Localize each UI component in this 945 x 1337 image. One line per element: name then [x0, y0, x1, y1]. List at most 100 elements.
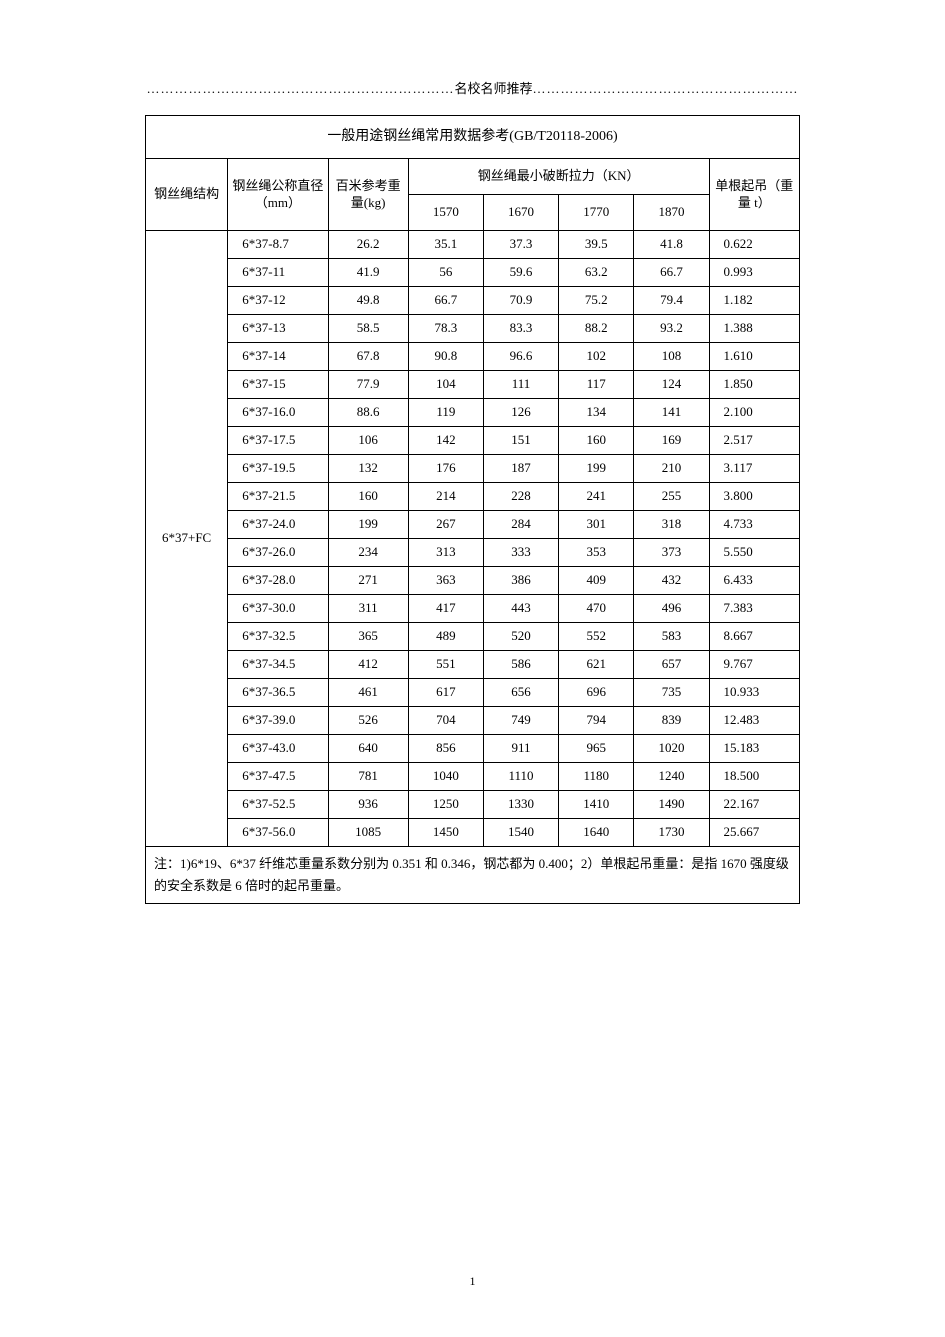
diameter-cell: 6*37-21.5 — [228, 483, 328, 511]
force-1870-cell: 839 — [634, 707, 709, 735]
table-row: 6*37-19.51321761871992103.117 — [146, 455, 800, 483]
force-1570-cell: 35.1 — [408, 231, 483, 259]
force-1570-cell: 78.3 — [408, 315, 483, 343]
table-row: 6*37-24.01992672843013184.733 — [146, 511, 800, 539]
lift-cell: 1.182 — [709, 287, 799, 315]
force-1770-cell: 621 — [559, 651, 634, 679]
col-diameter: 钢丝绳公称直径（mm） — [228, 159, 328, 231]
diameter-cell: 6*37-8.7 — [228, 231, 328, 259]
weight-cell: 936 — [328, 791, 408, 819]
weight-cell: 234 — [328, 539, 408, 567]
table-title: 一般用途钢丝绳常用数据参考(GB/T20118-2006) — [146, 116, 800, 159]
table-row: 6*37-1141.95659.663.266.70.993 — [146, 259, 800, 287]
diameter-cell: 6*37-32.5 — [228, 623, 328, 651]
diameter-cell: 6*37-30.0 — [228, 595, 328, 623]
force-1770-cell: 965 — [559, 735, 634, 763]
weight-cell: 199 — [328, 511, 408, 539]
force-1570-cell: 551 — [408, 651, 483, 679]
force-1870-cell: 373 — [634, 539, 709, 567]
diameter-cell: 6*37-13 — [228, 315, 328, 343]
force-1770-cell: 552 — [559, 623, 634, 651]
force-1570-cell: 214 — [408, 483, 483, 511]
force-1770-cell: 1180 — [559, 763, 634, 791]
force-1670-cell: 83.3 — [483, 315, 558, 343]
weight-cell: 412 — [328, 651, 408, 679]
diameter-cell: 6*37-17.5 — [228, 427, 328, 455]
force-1870-cell: 141 — [634, 399, 709, 427]
force-1870-cell: 255 — [634, 483, 709, 511]
col-weight: 百米参考重量(kg) — [328, 159, 408, 231]
weight-cell: 26.2 — [328, 231, 408, 259]
force-1670-cell: 386 — [483, 567, 558, 595]
force-1670-cell: 1110 — [483, 763, 558, 791]
force-1870-cell: 432 — [634, 567, 709, 595]
table-row: 6*37-43.0640856911965102015.183 — [146, 735, 800, 763]
diameter-cell: 6*37-52.5 — [228, 791, 328, 819]
col-1670: 1670 — [483, 195, 558, 231]
table-row: 6*37-34.54125515866216579.767 — [146, 651, 800, 679]
lift-cell: 5.550 — [709, 539, 799, 567]
force-1770-cell: 301 — [559, 511, 634, 539]
force-1870-cell: 1240 — [634, 763, 709, 791]
weight-cell: 311 — [328, 595, 408, 623]
lift-cell: 2.100 — [709, 399, 799, 427]
force-1670-cell: 151 — [483, 427, 558, 455]
force-1770-cell: 696 — [559, 679, 634, 707]
table-row: 6*37-28.02713633864094326.433 — [146, 567, 800, 595]
force-1670-cell: 70.9 — [483, 287, 558, 315]
force-1870-cell: 210 — [634, 455, 709, 483]
header-dots-right: ………………………………………………… — [533, 81, 799, 96]
force-1670-cell: 749 — [483, 707, 558, 735]
force-1570-cell: 417 — [408, 595, 483, 623]
header-label: 名校名师推荐 — [454, 81, 532, 96]
table-note: 注：1)6*19、6*37 纤维芯重量系数分别为 0.351 和 0.346，钢… — [146, 847, 800, 904]
lift-cell: 2.517 — [709, 427, 799, 455]
force-1870-cell: 318 — [634, 511, 709, 539]
force-1570-cell: 856 — [408, 735, 483, 763]
table-row: 6*37-1577.91041111171241.850 — [146, 371, 800, 399]
force-1870-cell: 124 — [634, 371, 709, 399]
force-1570-cell: 66.7 — [408, 287, 483, 315]
force-1770-cell: 199 — [559, 455, 634, 483]
force-1570-cell: 142 — [408, 427, 483, 455]
lift-cell: 15.183 — [709, 735, 799, 763]
force-1870-cell: 41.8 — [634, 231, 709, 259]
force-1770-cell: 39.5 — [559, 231, 634, 259]
table-row: 6*37-1467.890.896.61021081.610 — [146, 343, 800, 371]
lift-cell: 18.500 — [709, 763, 799, 791]
force-1870-cell: 66.7 — [634, 259, 709, 287]
lift-cell: 10.933 — [709, 679, 799, 707]
weight-cell: 1085 — [328, 819, 408, 847]
lift-cell: 8.667 — [709, 623, 799, 651]
lift-cell: 1.850 — [709, 371, 799, 399]
table-row: 6*37-47.5781104011101180124018.500 — [146, 763, 800, 791]
table-row: 6*37-52.5936125013301410149022.167 — [146, 791, 800, 819]
weight-cell: 67.8 — [328, 343, 408, 371]
force-1770-cell: 134 — [559, 399, 634, 427]
force-1770-cell: 241 — [559, 483, 634, 511]
table-row: 6*37-1358.578.383.388.293.21.388 — [146, 315, 800, 343]
table-row: 6*37+FC6*37-8.726.235.137.339.541.80.622 — [146, 231, 800, 259]
force-1870-cell: 79.4 — [634, 287, 709, 315]
page-header: …………………………………………………………名校名师推荐………………………………… — [0, 78, 945, 97]
force-1570-cell: 104 — [408, 371, 483, 399]
diameter-cell: 6*37-36.5 — [228, 679, 328, 707]
force-1570-cell: 1450 — [408, 819, 483, 847]
lift-cell: 3.800 — [709, 483, 799, 511]
table-container: 一般用途钢丝绳常用数据参考(GB/T20118-2006) 钢丝绳结构 钢丝绳公… — [145, 115, 800, 904]
diameter-cell: 6*37-28.0 — [228, 567, 328, 595]
force-1870-cell: 169 — [634, 427, 709, 455]
lift-cell: 7.383 — [709, 595, 799, 623]
force-1570-cell: 267 — [408, 511, 483, 539]
col-break-force: 钢丝绳最小破断拉力（KN） — [408, 159, 709, 195]
lift-cell: 22.167 — [709, 791, 799, 819]
force-1870-cell: 1020 — [634, 735, 709, 763]
table-title-row: 一般用途钢丝绳常用数据参考(GB/T20118-2006) — [146, 116, 800, 159]
table-row: 6*37-26.02343133333533735.550 — [146, 539, 800, 567]
force-1570-cell: 704 — [408, 707, 483, 735]
force-1670-cell: 656 — [483, 679, 558, 707]
force-1770-cell: 88.2 — [559, 315, 634, 343]
table-row: 6*37-17.51061421511601692.517 — [146, 427, 800, 455]
force-1870-cell: 93.2 — [634, 315, 709, 343]
force-1570-cell: 489 — [408, 623, 483, 651]
